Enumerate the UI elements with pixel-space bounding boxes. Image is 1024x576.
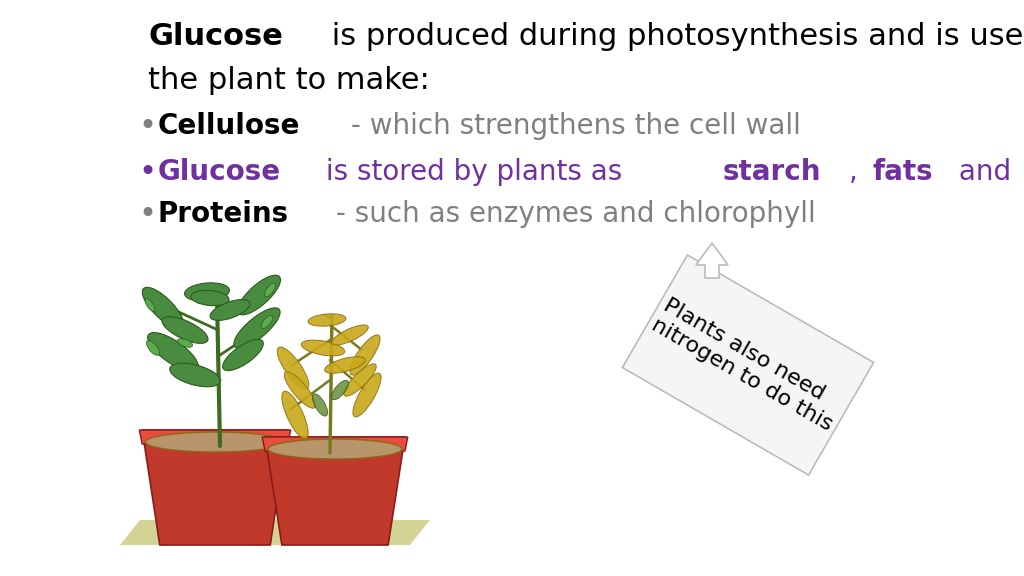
Ellipse shape xyxy=(282,391,308,439)
Ellipse shape xyxy=(142,287,183,329)
FancyBboxPatch shape xyxy=(623,255,873,475)
Text: the plant to make:: the plant to make: xyxy=(148,66,430,95)
Text: - which strengthens the cell wall: - which strengthens the cell wall xyxy=(342,112,801,140)
Ellipse shape xyxy=(332,380,348,400)
Text: •: • xyxy=(138,112,156,141)
Ellipse shape xyxy=(170,363,220,386)
Text: starch: starch xyxy=(722,158,820,186)
Ellipse shape xyxy=(162,317,208,343)
Ellipse shape xyxy=(145,298,155,312)
Text: Glucose: Glucose xyxy=(158,158,282,186)
Ellipse shape xyxy=(191,290,229,306)
Ellipse shape xyxy=(268,439,402,459)
Ellipse shape xyxy=(145,432,285,452)
Ellipse shape xyxy=(184,283,229,301)
Text: is produced during photosynthesis and is used by: is produced during photosynthesis and is… xyxy=(322,22,1024,51)
Text: - such as enzymes and chlorophyll: - such as enzymes and chlorophyll xyxy=(328,200,816,228)
Ellipse shape xyxy=(210,300,250,320)
Polygon shape xyxy=(696,243,728,278)
Text: is stored by plants as: is stored by plants as xyxy=(316,158,631,186)
Ellipse shape xyxy=(301,340,345,356)
Ellipse shape xyxy=(278,347,309,389)
Text: Cellulose: Cellulose xyxy=(158,112,300,140)
Text: Glucose: Glucose xyxy=(148,22,283,51)
Ellipse shape xyxy=(312,394,328,416)
Text: •: • xyxy=(138,200,156,229)
Text: and: and xyxy=(950,158,1021,186)
Ellipse shape xyxy=(222,339,263,370)
Ellipse shape xyxy=(261,316,272,328)
Text: fats: fats xyxy=(872,158,933,186)
Ellipse shape xyxy=(233,308,281,348)
Polygon shape xyxy=(139,430,291,444)
Ellipse shape xyxy=(325,357,366,373)
Text: Proteins: Proteins xyxy=(158,200,289,228)
Text: •: • xyxy=(138,158,156,187)
Ellipse shape xyxy=(344,364,376,396)
Ellipse shape xyxy=(177,339,193,347)
Text: Plants also need
nitrogen to do this: Plants also need nitrogen to do this xyxy=(648,295,848,435)
Text: ,: , xyxy=(849,158,867,186)
Ellipse shape xyxy=(353,373,381,417)
Polygon shape xyxy=(265,437,406,545)
Ellipse shape xyxy=(350,335,380,375)
Ellipse shape xyxy=(308,314,346,326)
Ellipse shape xyxy=(147,332,199,372)
Ellipse shape xyxy=(238,275,281,315)
Polygon shape xyxy=(120,520,430,545)
Ellipse shape xyxy=(332,325,369,345)
Ellipse shape xyxy=(264,283,275,297)
Polygon shape xyxy=(262,437,408,451)
Ellipse shape xyxy=(285,372,315,408)
Ellipse shape xyxy=(146,340,160,355)
Polygon shape xyxy=(142,430,288,545)
